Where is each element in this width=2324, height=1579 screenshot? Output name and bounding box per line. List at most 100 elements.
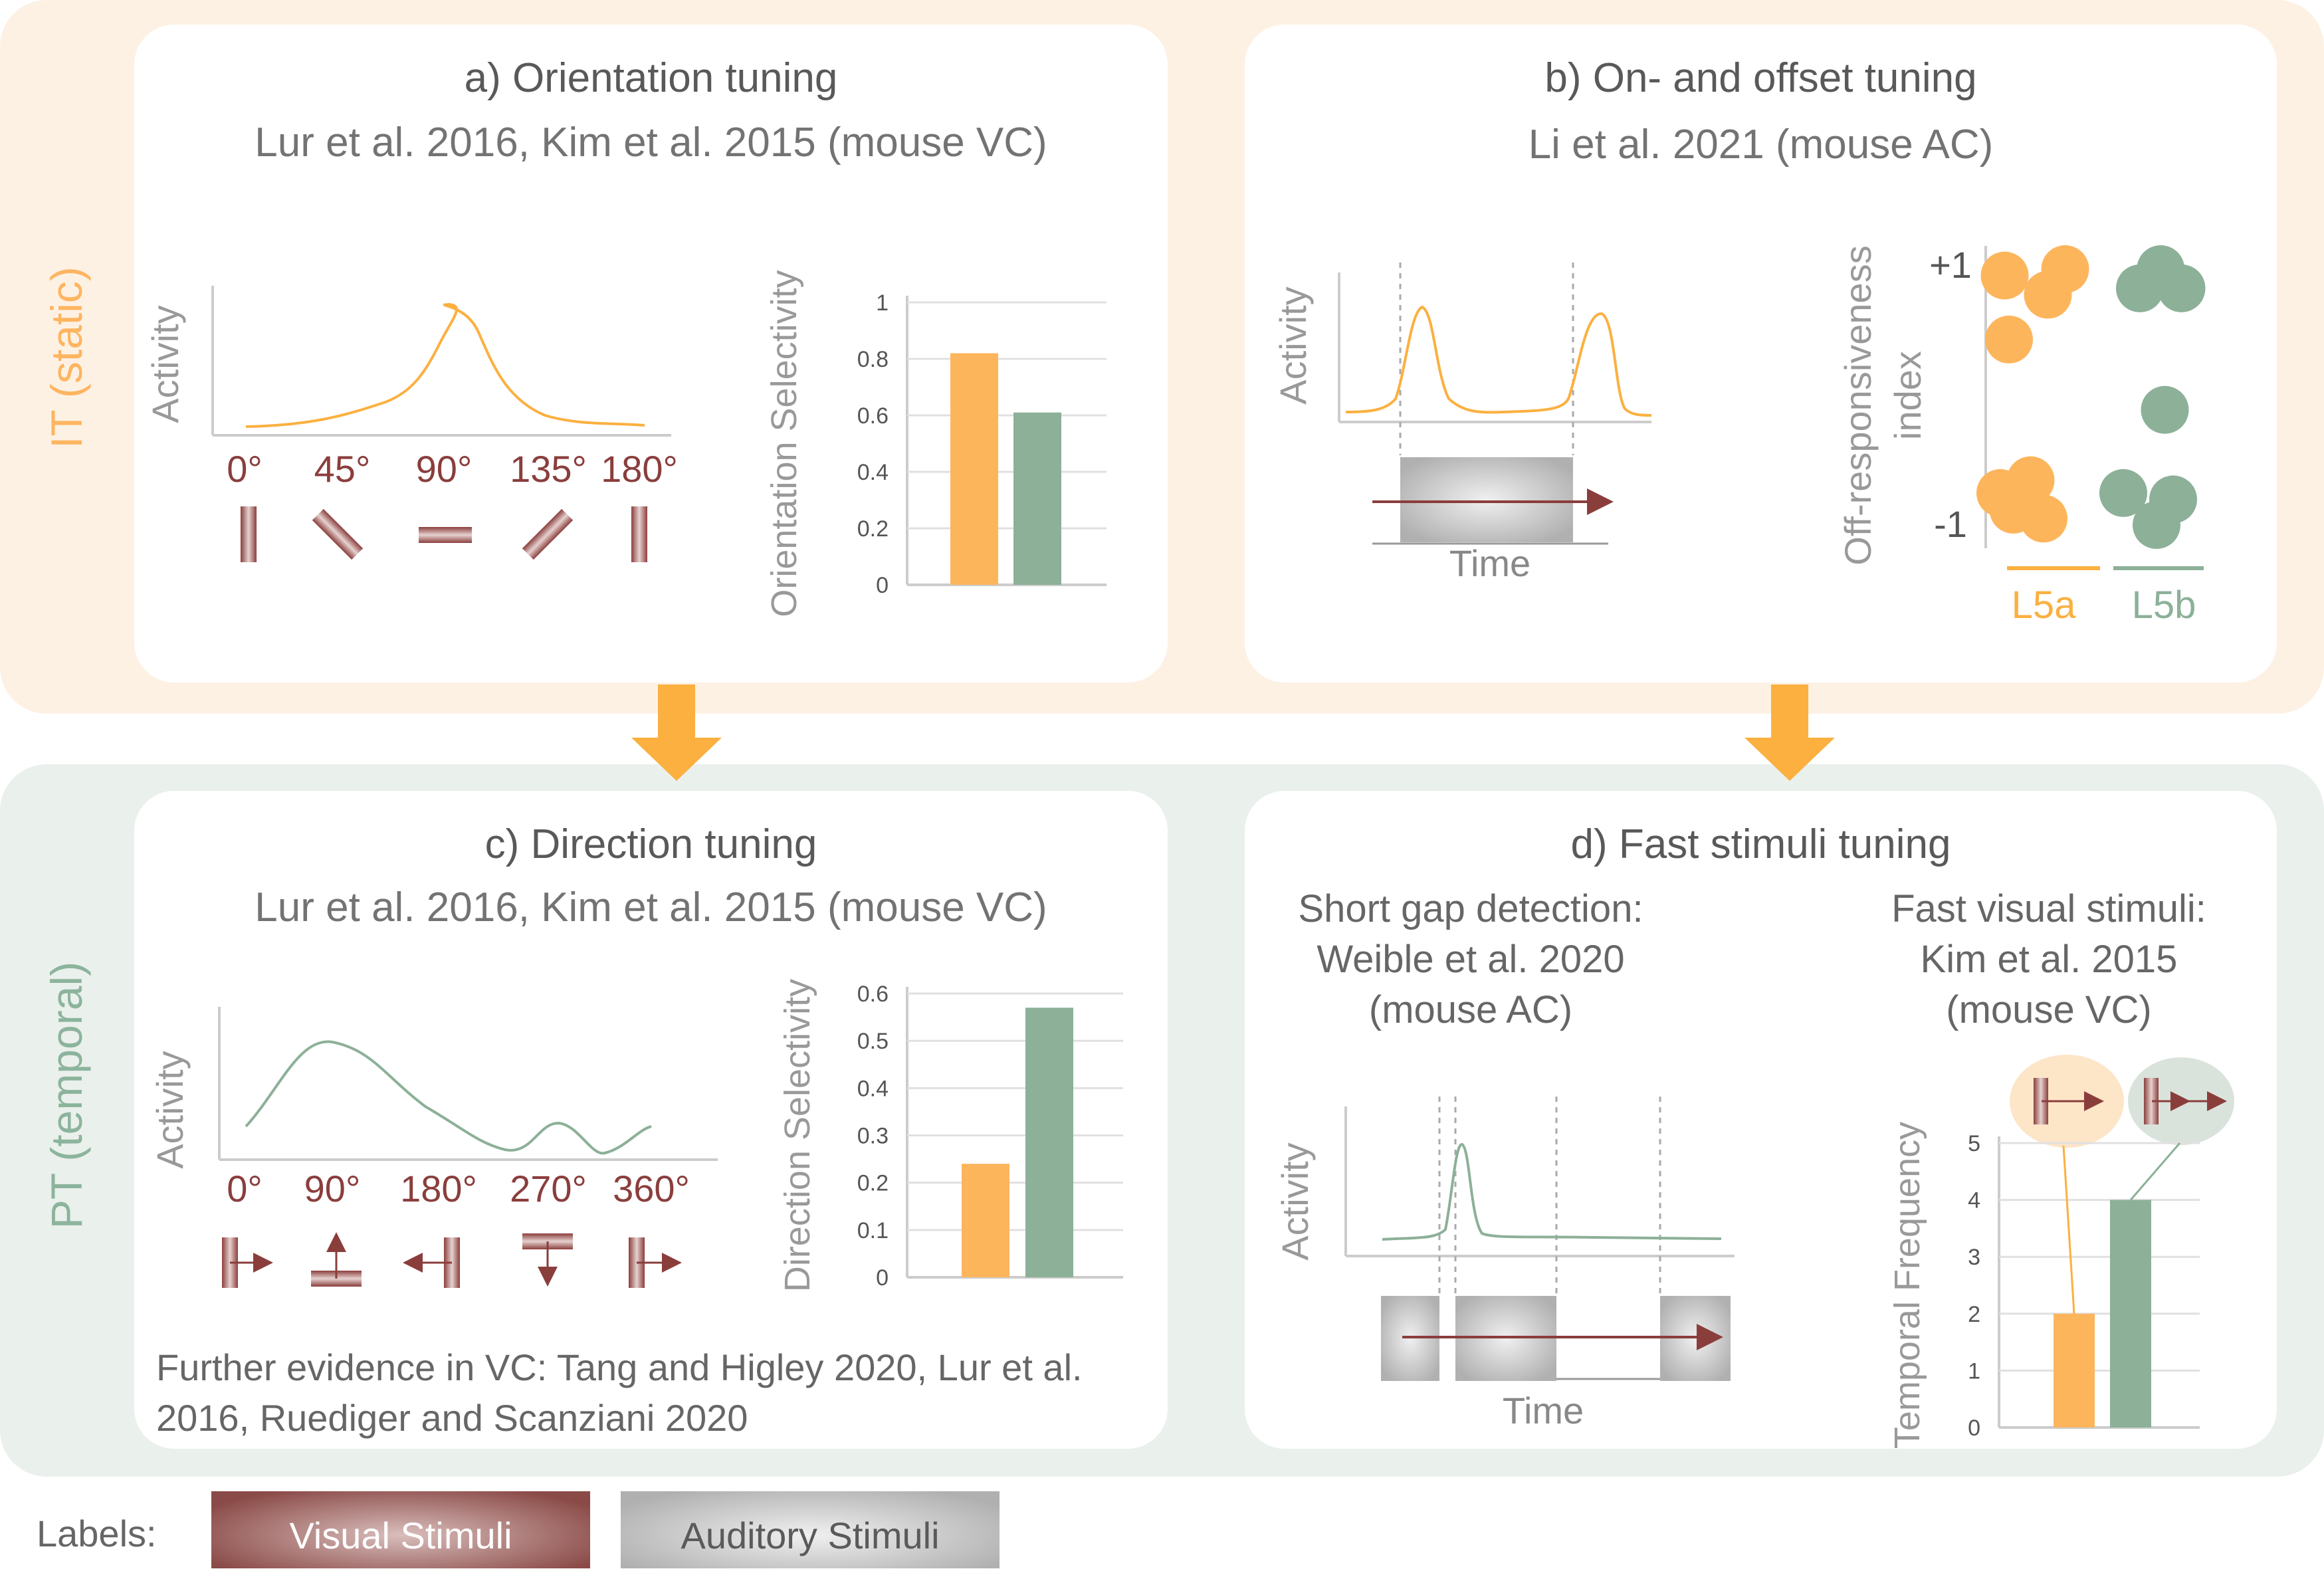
angle-label: 90° (304, 1168, 361, 1210)
angle-label: 180° (601, 448, 678, 490)
gap-caption-line-2: Weible et al. 2020 (1317, 938, 1625, 981)
gap-response-curve (1382, 1143, 1722, 1241)
scatter-y-label-line-2: index (1887, 351, 1929, 440)
scatter-tick-plus-one: +1 (1929, 244, 1972, 286)
scatter-point (2157, 264, 2206, 312)
off-responsiveness-scatter: Off-responsiveness index +1 -1 L5a L5b (1837, 244, 2206, 627)
time-label: Time (1449, 542, 1531, 584)
fast-caption-line-3: (mouse VC) (1946, 988, 2152, 1031)
orientation-tuning-curve (245, 302, 645, 428)
note-line-1: Further evidence in VC: Tang and Higley … (156, 1346, 1083, 1388)
angle-label: 90° (416, 448, 473, 490)
curve-y-label: Activity (144, 305, 186, 423)
vertical-bar-icon (241, 506, 257, 562)
panel-c-title: c) Direction tuning (484, 821, 817, 867)
bar-arrow-double-right-icon (2144, 1078, 2227, 1124)
panel-c-subtitle: Lur et al. 2016, Kim et al. 2015 (mouse … (255, 885, 1047, 930)
chart-tick-label: 2 (1968, 1302, 1980, 1327)
arrow-down-icon (631, 684, 722, 781)
chart-tick-label: 0.1 (857, 1218, 889, 1243)
curve-y-label: Activity (1274, 1142, 1316, 1260)
chart-bar (962, 1164, 1009, 1277)
chart-y-label: Temporal Frequency (1887, 1122, 1927, 1449)
arrow-down-icon (1744, 684, 1835, 781)
chart-tick-label: 1 (1968, 1358, 1980, 1384)
group-label-l5a: L5a (2012, 583, 2077, 627)
chart-y-label: Orientation Selectivity (764, 270, 804, 617)
note-line-2: 2016, Ruediger and Scanziani 2020 (156, 1397, 748, 1439)
angle-label: 270° (510, 1168, 587, 1210)
angle-label: 45° (314, 448, 371, 490)
legend-visual-swatch (211, 1491, 590, 1568)
onset-offset-plot: Activity Time (1272, 263, 1652, 584)
temporal-frequency-chart: 0 1 2 3 4 5 Temporal Frequency (1887, 1055, 2234, 1449)
callout-connector (2129, 1142, 2181, 1201)
curve-y-label: Activity (1272, 286, 1314, 404)
panel-b-title: b) On- and offset tuning (1544, 55, 1977, 101)
panel-direction-tuning: c) Direction tuning Lur et al. 2016, Kim… (134, 791, 1168, 1449)
direction-curve-plot: Activity 0° 90° 180° 270° 360° (149, 1007, 718, 1288)
chart-tick-label: 0 (876, 1265, 889, 1291)
chart-bar (2110, 1200, 2151, 1427)
panel-d-title: d) Fast stimuli tuning (1570, 821, 1951, 867)
scatter-y-label-line-1: Off-responsiveness (1837, 245, 1879, 565)
bar-arrow-right-icon (2034, 1078, 2104, 1124)
time-label: Time (1503, 1390, 1584, 1431)
gap-caption-line-3: (mouse AC) (1368, 988, 1573, 1031)
bar-arrow-left-icon (403, 1237, 460, 1288)
chart-tick-label: 0 (876, 573, 889, 598)
panel-onset-offset-tuning: b) On- and offset tuning Li et al. 2021 … (1245, 25, 2277, 683)
legend-auditory-swatch (621, 1491, 1000, 1568)
chart-y-label: Direction Selectivity (778, 979, 817, 1292)
chart-tick-label: 3 (1968, 1245, 1980, 1270)
panel-a-title: a) Orientation tuning (464, 55, 838, 101)
angle-label: 360° (613, 1168, 690, 1210)
gap-detection-plot: Activity Time (1274, 1097, 1735, 1431)
fast-caption-line-1: Fast visual stimuli: (1891, 887, 2206, 930)
bar-arrow-down-icon (522, 1233, 573, 1287)
vertical-bar-icon (631, 506, 647, 562)
angle-label: 0° (227, 1168, 263, 1210)
chart-tick-label: 0.4 (857, 460, 889, 485)
group-label-l5b: L5b (2132, 583, 2196, 627)
chart-bar (2054, 1313, 2095, 1427)
chart-bar (1025, 1007, 1073, 1277)
fast-caption-line-2: Kim et al. 2015 (1920, 938, 2178, 981)
scatter-tick-minus-one: -1 (1934, 503, 1967, 545)
chart-tick-label: 0.6 (857, 403, 889, 429)
callout-connector (2062, 1145, 2075, 1314)
scatter-point (2141, 385, 2189, 434)
angle-label: 135° (510, 448, 587, 490)
direction-selectivity-chart: 0 0.1 0.2 0.3 0.4 0.5 0.6 Direction Selectivity (778, 979, 1123, 1292)
legend-label: Labels: (37, 1513, 157, 1554)
scatter-point (2099, 469, 2147, 517)
chart-tick-label: 4 (1968, 1188, 1980, 1213)
curve-y-label: Activity (149, 1051, 191, 1168)
chart-bar (1013, 412, 1061, 585)
gap-caption-line-1: Short gap detection: (1298, 887, 1643, 930)
chart-tick-label: 0.3 (857, 1124, 889, 1149)
scatter-point (1980, 251, 2029, 300)
legend-auditory-text: Auditory Stimuli (681, 1514, 940, 1556)
orientation-curve-plot: Activity 0° 45° 90° 135° 180° (144, 286, 678, 562)
panel-a-subtitle: Lur et al. 2016, Kim et al. 2015 (mouse … (255, 120, 1047, 165)
further-evidence-note: Further evidence in VC: Tang and Higley … (156, 1342, 1153, 1443)
auditory-stimulus-block (1400, 457, 1573, 542)
chart-tick-label: 0.6 (857, 982, 889, 1007)
legend-visual-text: Visual Stimuli (289, 1514, 512, 1556)
scatter-point (1985, 315, 2033, 364)
chart-tick-label: 0.8 (857, 347, 889, 372)
fast-visual-caption: Fast visual stimuli: Kim et al. 2015 (mo… (1863, 884, 2235, 1035)
chart-tick-label: 0.2 (857, 1171, 889, 1196)
angle-label: 180° (400, 1168, 477, 1210)
onset-offset-response-curve (1345, 305, 1652, 417)
bar-arrow-right-icon (629, 1237, 682, 1288)
diagonal-bar-icon (312, 508, 364, 560)
direction-tuning-curve (245, 1040, 652, 1155)
chart-tick-label: 0 (1968, 1416, 1980, 1441)
orientation-selectivity-chart: 0 0.2 0.4 0.6 0.8 1 Orientation Selectivity (764, 270, 1107, 617)
scatter-point (1989, 485, 2038, 534)
chart-tick-label: 5 (1968, 1131, 1980, 1156)
chart-tick-label: 1 (876, 290, 889, 316)
